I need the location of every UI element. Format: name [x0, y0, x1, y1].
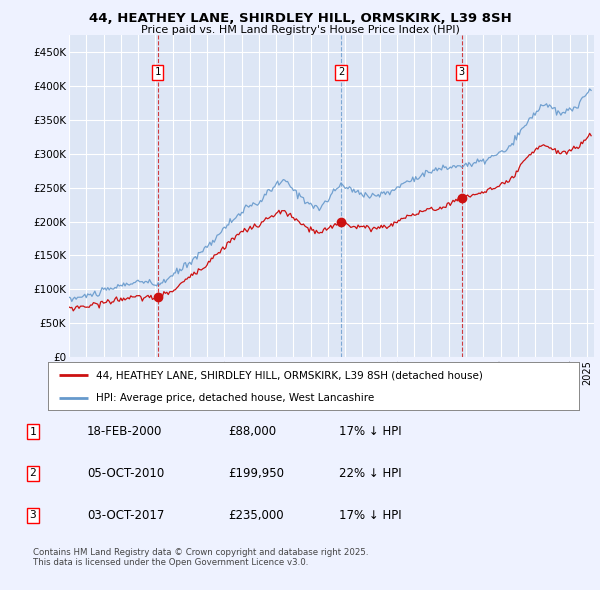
Text: £199,950: £199,950 [228, 467, 284, 480]
Text: 44, HEATHEY LANE, SHIRDLEY HILL, ORMSKIRK, L39 8SH (detached house): 44, HEATHEY LANE, SHIRDLEY HILL, ORMSKIR… [96, 370, 482, 380]
Text: 05-OCT-2010: 05-OCT-2010 [87, 467, 164, 480]
Text: Contains HM Land Registry data © Crown copyright and database right 2025.
This d: Contains HM Land Registry data © Crown c… [33, 548, 368, 567]
Text: 2: 2 [338, 67, 344, 77]
Text: 17% ↓ HPI: 17% ↓ HPI [339, 509, 401, 522]
Text: £88,000: £88,000 [228, 425, 276, 438]
Text: 44, HEATHEY LANE, SHIRDLEY HILL, ORMSKIRK, L39 8SH: 44, HEATHEY LANE, SHIRDLEY HILL, ORMSKIR… [89, 12, 511, 25]
Text: 3: 3 [458, 67, 465, 77]
Text: 17% ↓ HPI: 17% ↓ HPI [339, 425, 401, 438]
Text: 22% ↓ HPI: 22% ↓ HPI [339, 467, 401, 480]
Text: Price paid vs. HM Land Registry's House Price Index (HPI): Price paid vs. HM Land Registry's House … [140, 25, 460, 35]
Text: 2: 2 [29, 468, 37, 478]
Text: 18-FEB-2000: 18-FEB-2000 [87, 425, 163, 438]
Text: 3: 3 [29, 510, 37, 520]
Text: 1: 1 [29, 427, 37, 437]
Text: HPI: Average price, detached house, West Lancashire: HPI: Average price, detached house, West… [96, 393, 374, 403]
Text: £235,000: £235,000 [228, 509, 284, 522]
Text: 1: 1 [154, 67, 161, 77]
Text: 03-OCT-2017: 03-OCT-2017 [87, 509, 164, 522]
